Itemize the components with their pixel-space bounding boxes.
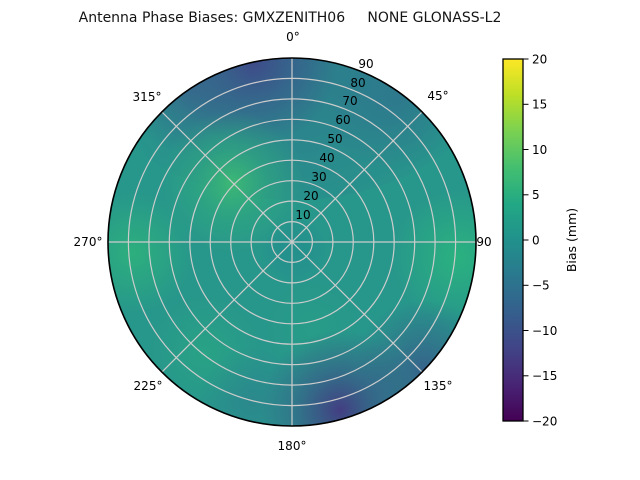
angular-tick-label: 315° [133, 90, 162, 104]
angular-tick-label: 270° [74, 235, 103, 249]
radial-tick-label: 30 [311, 170, 326, 184]
angular-tick-label: 225° [134, 379, 163, 393]
radial-tick-label: 10 [295, 208, 310, 222]
angular-tick-label: 180° [278, 439, 307, 453]
polar-grid [108, 58, 476, 426]
bias-blob [390, 189, 476, 325]
grid-spoke [161, 111, 423, 373]
colorbar-tick-label: 5 [532, 188, 540, 202]
radial-tick-label: 80 [350, 76, 365, 90]
radial-tick-label: 90 [358, 57, 373, 71]
radial-tick-labels: 10 20 30 40 50 60 70 80 90 [295, 57, 373, 222]
bias-heatmap [108, 58, 476, 426]
bias-blob [160, 111, 304, 255]
colorbar-gradient [502, 58, 524, 422]
angular-tick-label: 135° [424, 379, 453, 393]
colorbar-tick-label: 0 [532, 233, 540, 247]
colorbar-tick-label: −5 [532, 279, 550, 293]
angular-tick-label: 0° [286, 30, 300, 44]
bias-blob [108, 191, 195, 315]
radial-tick-label: 70 [342, 94, 357, 108]
colorbar-tick-labels: 20 15 10 5 0 −5 −10 −15 −20 [532, 52, 557, 428]
colorbar-tick-label: 15 [532, 98, 547, 112]
colorbar-tick-label: −10 [532, 324, 557, 338]
radial-tick-label: 60 [335, 113, 350, 127]
angular-tick-labels: 0° 45° 90 135° 180° 225° 270° 315° [74, 30, 492, 453]
plot-title: Antenna Phase Biases: GMXZENITH06 NONE G… [78, 10, 502, 26]
bias-blob [260, 216, 328, 284]
radial-tick-label: 40 [319, 151, 334, 165]
angular-tick-label: 90 [476, 235, 491, 249]
radial-tick-label: 50 [327, 132, 342, 146]
colorbar-tick-label: −20 [532, 414, 557, 428]
colorbar-tick-label: 10 [532, 143, 547, 157]
radial-tick-label: 20 [303, 189, 318, 203]
colorbar-tick-label: −15 [532, 369, 557, 383]
angular-tick-label: 45° [427, 89, 448, 103]
colorbar-tick-label: 20 [532, 52, 547, 66]
colorbar: 20 15 10 5 0 −5 −10 −15 −20 Bias (mm) [502, 52, 579, 428]
bias-blob [197, 347, 307, 426]
colorbar-axis-label: Bias (mm) [564, 208, 579, 272]
colorbar-ticks [523, 58, 529, 422]
polar-outline [107, 57, 477, 427]
